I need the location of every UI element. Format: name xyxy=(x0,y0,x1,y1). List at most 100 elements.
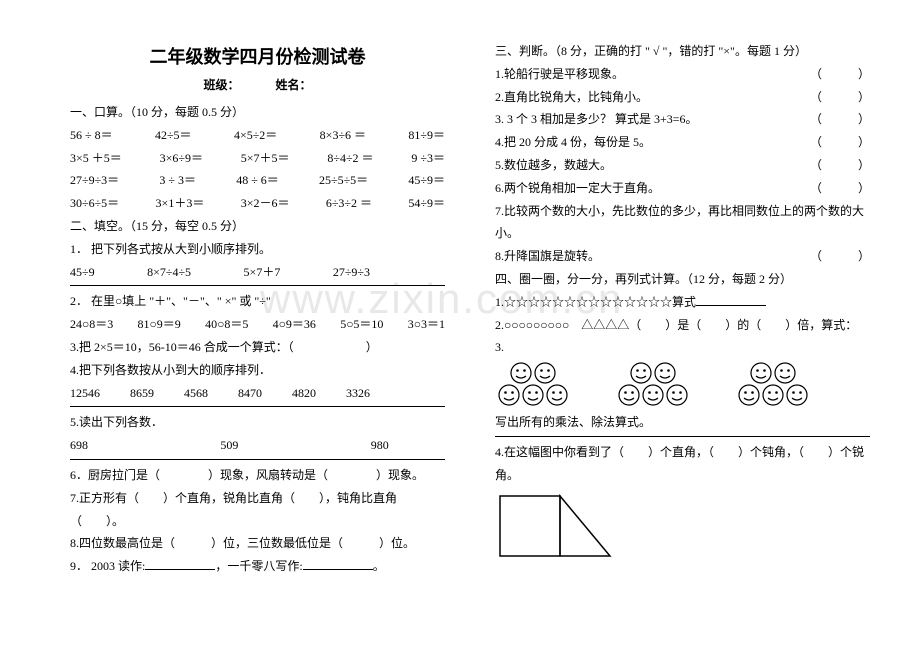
calc-item: 25÷5÷5＝ xyxy=(319,169,368,192)
right-column: 三、判断。（8 分，正确的打 " √ "，错的打 "×"。每题 1 分） 1.轮… xyxy=(495,40,870,578)
q2-7: 7.正方形有（ ）个直角，锐角比直角（ ），钝角比直角（ ）。 xyxy=(70,487,445,533)
q4-2b: △△△△（ ）是（ ）的（ ）倍，算式： xyxy=(581,318,857,332)
exam-title: 二年级数学四月份检测试卷 xyxy=(70,40,445,74)
num-item: 12546 xyxy=(70,382,100,405)
smiley-icon xyxy=(617,383,641,407)
calc-item: 45÷9＝ xyxy=(408,169,445,192)
smiley-icon xyxy=(509,361,533,385)
judge-paren: （ ） xyxy=(810,245,870,268)
name-label: 姓名： xyxy=(276,78,312,92)
calc-item: 8×3÷6 ＝ xyxy=(320,124,366,147)
q2-4-items: 12546 8659 4568 8470 4820 3326 xyxy=(70,382,370,405)
expr-item: 81○9＝9 xyxy=(138,313,181,336)
expr-item: 5×7＋7 xyxy=(244,261,281,284)
judge-text: 6.两个锐角相加一定大于直角。 xyxy=(495,177,660,200)
calc-item: 30÷6÷5＝ xyxy=(70,192,119,215)
smiley-icon xyxy=(737,383,761,407)
num-item: 3326 xyxy=(346,382,370,405)
judge-row: 6.两个锐角相加一定大于直角。 （ ） xyxy=(495,177,870,200)
calc-item: 5×7＋5＝ xyxy=(241,147,290,170)
num-item: 4568 xyxy=(184,382,208,405)
expr-item: 8×7÷4÷5 xyxy=(147,261,191,284)
left-column: 二年级数学四月份检测试卷 班级： 姓名： 一、口算。（10 分，每题 0.5 分… xyxy=(70,40,445,578)
judge-row: 2.直角比锐角大，比钝角小。（ ） xyxy=(495,86,870,109)
expr-item: 45÷9 xyxy=(70,261,95,284)
smiley-icon xyxy=(665,383,689,407)
calc-item: 9 ÷3＝ xyxy=(411,147,445,170)
q4-2a: 2.○○○○○○○○○ xyxy=(495,318,569,332)
q2-5: 5.读出下列各数． xyxy=(70,411,445,434)
expr-item: 4○9＝36 xyxy=(273,313,316,336)
smiley-group xyxy=(495,361,575,409)
calc-row: 27÷9÷3＝ 3 ÷ 3＝ 48 ÷ 6＝ 25÷5÷5＝ 45÷9＝ xyxy=(70,169,445,192)
judge-text: 8.升降国旗是旋转。 xyxy=(495,245,600,268)
calc-item: 8÷4÷2 ＝ xyxy=(327,147,373,170)
judge-text: 4.把 20 分成 4 份，每份是 5。 xyxy=(495,131,651,154)
judge-text: 5.数位越多，数越大。 xyxy=(495,154,612,177)
calc-item: 3×6÷9＝ xyxy=(160,147,203,170)
answer-line xyxy=(70,459,445,460)
exam-subtitle: 班级： 姓名： xyxy=(70,74,445,97)
calc-item: 27÷9÷3＝ xyxy=(70,169,119,192)
blank-line xyxy=(303,557,373,570)
q4-1-text: 1.☆☆☆☆☆☆☆☆☆☆☆☆☆☆算式 xyxy=(495,295,696,309)
q2-9b: ，一千零八写作: xyxy=(215,559,302,573)
section-1-head: 一、口算。（10 分，每题 0.5 分） xyxy=(70,101,445,124)
section-2-head: 二、填空。（15 分，每空 0.5 分） xyxy=(70,215,445,238)
calc-item: 81÷9＝ xyxy=(408,124,445,147)
judge-row: 1.轮船行驶是平移现象。 （ ） xyxy=(495,63,870,86)
class-label: 班级： xyxy=(203,78,239,92)
q2-3: 3.把 2×5＝10，56-10＝46 合成一个算式：（ ） xyxy=(70,336,445,359)
calc-item: 4×5÷2＝ xyxy=(234,124,277,147)
smiley-icon xyxy=(629,361,653,385)
smiley-icon xyxy=(773,361,797,385)
calc-item: 6÷3÷2 ＝ xyxy=(326,192,372,215)
calc-item: 3 ÷ 3＝ xyxy=(159,169,196,192)
calc-item: 54÷9＝ xyxy=(408,192,445,215)
smiley-icon xyxy=(521,383,545,407)
smiley-icon xyxy=(785,383,809,407)
q2-2-items: 24○8＝3 81○9＝9 40○8＝5 4○9＝36 5○5＝10 3○3＝1 xyxy=(70,313,445,336)
calc-item: 3×2－6＝ xyxy=(241,192,290,215)
num-item: 509 xyxy=(220,434,238,457)
smiley-groups xyxy=(495,361,870,409)
expr-item: 5○5＝10 xyxy=(340,313,383,336)
q2-9: 9． 2003 读作:，一千零八写作:。 xyxy=(70,555,445,578)
q2-9a: 9． 2003 读作: xyxy=(70,559,145,573)
smiley-icon xyxy=(641,383,665,407)
judge-row: 3. 3 个 3 相加是多少？ 算式是 3+3=6。 （ ） xyxy=(495,108,870,131)
judge-row: 5.数位越多，数越大。 （ ） xyxy=(495,154,870,177)
q2-1: 1． 把下列各式按从大到小顺序排列。 xyxy=(70,238,445,261)
judge-paren: （ ） xyxy=(810,177,870,200)
num-item: 8470 xyxy=(238,382,262,405)
calc-item: 48 ÷ 6＝ xyxy=(236,169,279,192)
num-item: 698 xyxy=(70,434,88,457)
smiley-icon xyxy=(761,383,785,407)
num-item: 980 xyxy=(371,434,389,457)
judge-row: 4.把 20 分成 4 份，每份是 5。（ ） xyxy=(495,131,870,154)
blank-line xyxy=(696,293,766,306)
judge-paren: （ ） xyxy=(810,63,870,86)
expr-item: 40○8＝5 xyxy=(205,313,248,336)
expr-item: 27÷9÷3 xyxy=(333,261,370,284)
answer-line xyxy=(70,406,445,407)
q2-1-items: 45÷9 8×7÷4÷5 5×7＋7 27÷9÷3 xyxy=(70,261,370,284)
q4-post: 写出所有的乘法、除法算式。 xyxy=(495,411,870,434)
q2-2: 2． 在里○填上 "＋"、"－"、" ×" 或 "÷" xyxy=(70,290,445,313)
smiley-icon xyxy=(497,383,521,407)
judge-paren: （ ） xyxy=(810,154,870,177)
judge-paren: （ ） xyxy=(810,108,870,131)
q4-3-label: 3. xyxy=(495,340,504,354)
judge-text: 1.轮船行驶是平移现象。 xyxy=(495,63,624,86)
q4-3: 3. xyxy=(495,336,870,409)
q2-6: 6．厨房拉门是（ ）现象，风扇转动是（ ）现象。 xyxy=(70,464,445,487)
judge-text: 3. 3 个 3 相加是多少？ 算式是 3+3=6。 xyxy=(495,108,698,131)
q2-4: 4.把下列各数按从小到大的顺序排列． xyxy=(70,359,445,382)
section-3-head: 三、判断。（8 分，正确的打 " √ "，错的打 "×"。每题 1 分） xyxy=(495,40,870,63)
judge-text-7: 7.比较两个数的大小，先比数位的多少，再比相同数位上的两个数的大小。 xyxy=(495,200,870,246)
smiley-icon xyxy=(749,361,773,385)
q4-2: 2.○○○○○○○○○ △△△△（ ）是（ ）的（ ）倍，算式： xyxy=(495,314,870,337)
smiley-icon xyxy=(653,361,677,385)
smiley-icon xyxy=(533,361,557,385)
answer-line xyxy=(495,436,870,437)
